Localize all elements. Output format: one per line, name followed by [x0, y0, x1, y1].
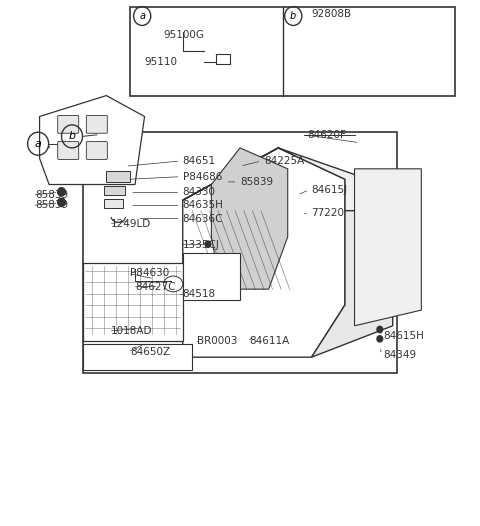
Text: 1249LD: 1249LD — [111, 219, 151, 229]
Text: 85839: 85839 — [35, 200, 68, 210]
Text: 1335CJ: 1335CJ — [183, 240, 220, 250]
Text: 84349: 84349 — [383, 350, 416, 360]
Text: 84518: 84518 — [183, 289, 216, 299]
Circle shape — [377, 336, 383, 342]
Text: 84650Z: 84650Z — [130, 347, 170, 357]
Circle shape — [58, 188, 65, 196]
Text: 84636C: 84636C — [183, 214, 223, 224]
Text: P84686: P84686 — [183, 171, 222, 181]
FancyBboxPatch shape — [58, 141, 79, 159]
Polygon shape — [183, 252, 240, 300]
Polygon shape — [355, 169, 421, 326]
Polygon shape — [83, 263, 183, 341]
Text: P84630: P84630 — [130, 268, 169, 278]
Text: 85839: 85839 — [35, 190, 68, 200]
Ellipse shape — [387, 51, 408, 67]
Text: 85839: 85839 — [240, 177, 273, 187]
Text: BR0003: BR0003 — [197, 337, 238, 347]
Text: 84635H: 84635H — [183, 200, 224, 210]
Text: 92808B: 92808B — [312, 9, 351, 19]
Text: 84627C: 84627C — [135, 281, 176, 291]
Text: 84620F: 84620F — [307, 130, 346, 140]
Text: 84615H: 84615H — [383, 331, 424, 341]
Polygon shape — [211, 148, 288, 289]
FancyBboxPatch shape — [104, 199, 123, 208]
Polygon shape — [312, 211, 393, 357]
Text: 84651: 84651 — [183, 156, 216, 166]
Ellipse shape — [405, 53, 414, 65]
Text: b: b — [290, 11, 296, 21]
Ellipse shape — [200, 57, 205, 66]
Polygon shape — [183, 148, 345, 357]
Text: a: a — [139, 11, 145, 21]
FancyBboxPatch shape — [86, 141, 108, 159]
Text: a: a — [35, 139, 42, 149]
FancyBboxPatch shape — [130, 7, 455, 96]
Text: 84611A: 84611A — [250, 337, 290, 347]
Text: b: b — [69, 132, 75, 141]
Ellipse shape — [164, 276, 183, 292]
Text: 77220: 77220 — [312, 208, 345, 218]
Text: 84225A: 84225A — [264, 156, 304, 166]
Polygon shape — [183, 148, 383, 237]
Circle shape — [377, 326, 383, 332]
FancyBboxPatch shape — [58, 115, 79, 133]
Circle shape — [58, 198, 65, 207]
Text: 1018AD: 1018AD — [111, 326, 153, 336]
FancyBboxPatch shape — [107, 171, 130, 182]
Text: 95110: 95110 — [144, 57, 178, 67]
Text: 95100G: 95100G — [164, 31, 204, 41]
FancyBboxPatch shape — [86, 115, 108, 133]
Polygon shape — [83, 344, 192, 370]
Circle shape — [205, 241, 211, 247]
Text: 84330: 84330 — [183, 187, 216, 197]
Polygon shape — [39, 96, 144, 185]
Text: 84615J: 84615J — [312, 185, 348, 195]
FancyBboxPatch shape — [104, 186, 125, 195]
